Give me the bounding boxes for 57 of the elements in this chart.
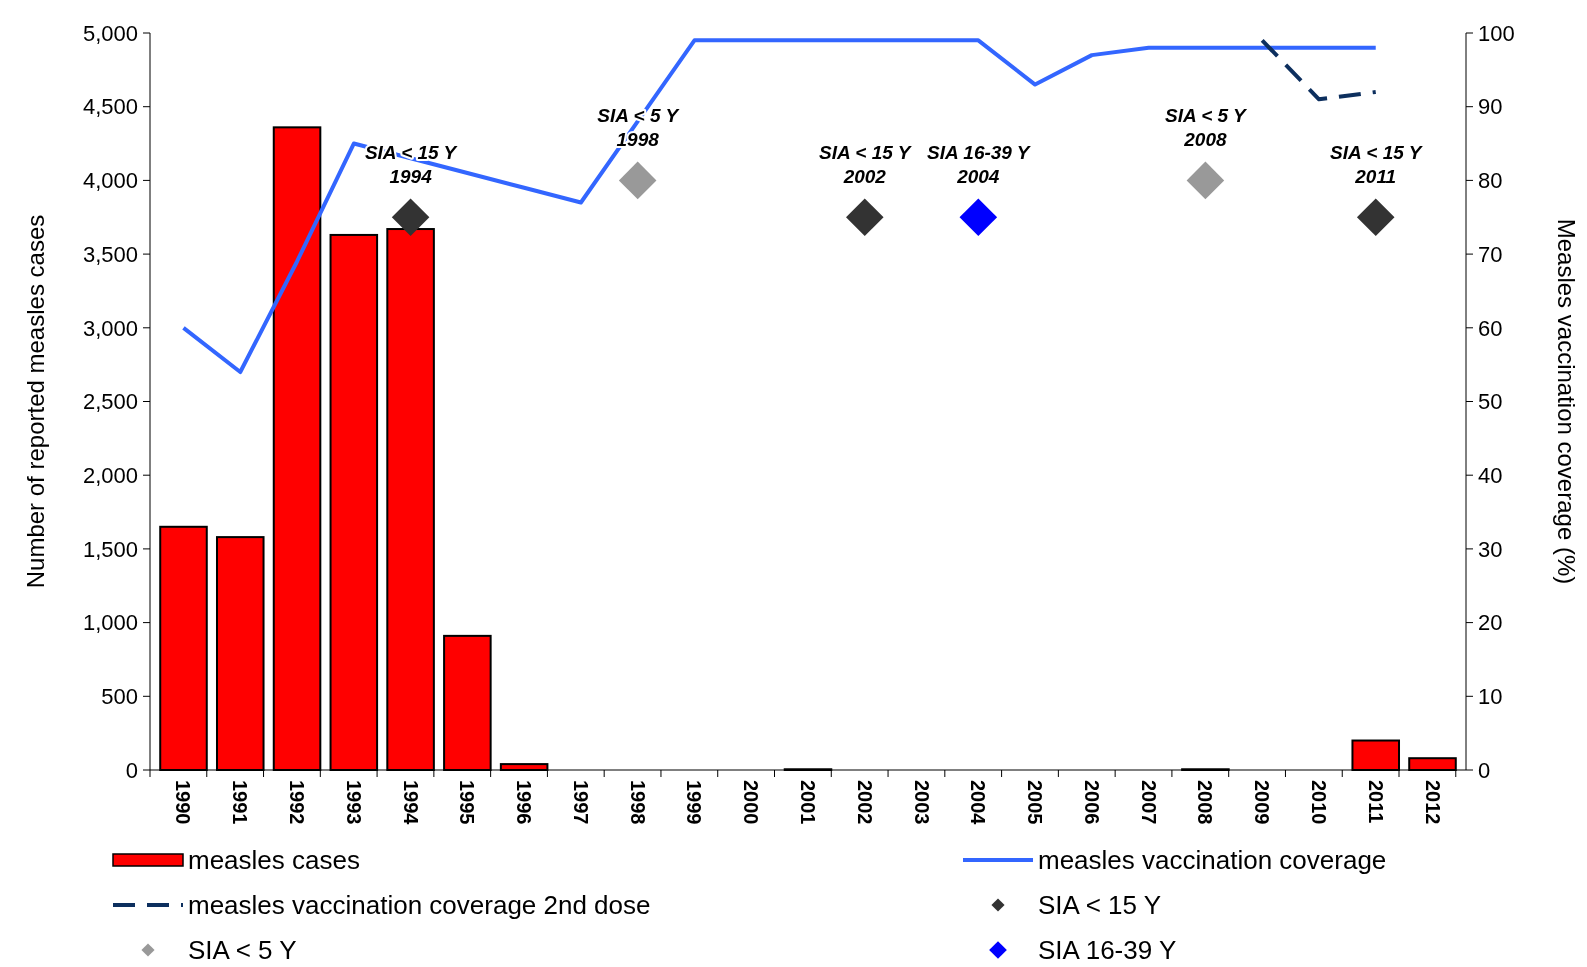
x-tick-label: 2002 [853, 780, 876, 825]
annotation: SIA < 15 Y 2002 [819, 142, 913, 188]
legend-label: measles vaccination coverage [1038, 845, 1387, 876]
y-tick-label: 3,500 [82, 241, 138, 267]
legend-label: SIA 16-39 Y [1038, 935, 1177, 966]
y-tick-label: 2,000 [82, 462, 138, 488]
y2-axis-title: Measles vaccination coverage (%) [1553, 218, 1580, 585]
annotation: SIA < 15 Y 2011 [1330, 142, 1424, 188]
x-tick-label: 1998 [626, 780, 649, 825]
x-tick-label: 2004 [967, 780, 990, 826]
legend-label: SIA < 5 Y [188, 935, 297, 966]
x-tick-label: 1999 [683, 780, 706, 825]
y2-tick-label: 30 [1478, 536, 1503, 562]
y2-tick-label: 60 [1478, 315, 1503, 341]
y2-tick-label: 70 [1478, 241, 1503, 267]
x-tick-label: 1990 [172, 780, 195, 825]
annotation: SIA 16-39 Y 2004 [927, 142, 1032, 188]
y2-tick-label: 90 [1478, 94, 1503, 120]
y-tick-label: 5,000 [82, 20, 138, 46]
x-tick-label: 2010 [1307, 780, 1330, 825]
y2-tick-label: 10 [1478, 684, 1503, 709]
y-tick-label: 3,000 [82, 315, 138, 341]
y-tick-label: 4,000 [82, 168, 138, 194]
legend-label: measles vaccination coverage 2nd dose [188, 890, 651, 921]
y2-tick-label: 20 [1478, 610, 1503, 636]
x-tick-label: 2007 [1137, 780, 1160, 825]
x-tick-label: 1996 [513, 780, 536, 825]
y-tick-label: 0 [125, 757, 138, 783]
x-tick-label: 1991 [229, 780, 252, 825]
annotation: SIA < 5 Y 2008 [1165, 105, 1249, 151]
y2-tick-label: 80 [1478, 168, 1503, 194]
y2-tick-label: 100 [1478, 20, 1515, 46]
x-tick-label: 2006 [1080, 780, 1103, 825]
x-tick-label: 2003 [910, 780, 933, 825]
y-tick-label: 2,500 [82, 389, 138, 415]
x-tick-label: 1994 [399, 780, 422, 826]
y-tick-label: 4,500 [82, 94, 138, 120]
y2-tick-label: 40 [1478, 462, 1503, 488]
x-tick-label: 1992 [286, 780, 309, 825]
y-tick-label: 500 [101, 684, 138, 709]
y-axis-title: Number of reported measles cases [22, 214, 49, 589]
y2-tick-label: 50 [1478, 389, 1503, 415]
x-tick-label: 2011 [1364, 780, 1387, 824]
x-tick-label: 2009 [1251, 780, 1274, 825]
x-tick-label: 2005 [1024, 780, 1047, 825]
x-tick-label: 2012 [1421, 780, 1444, 825]
x-tick-label: 1995 [456, 780, 479, 825]
x-tick-label: 2001 [797, 780, 819, 825]
x-tick-label: 1993 [342, 780, 365, 825]
y2-tick-label: 0 [1478, 757, 1491, 783]
legend-label: measles cases [188, 845, 360, 876]
y-tick-label: 1,500 [82, 536, 138, 562]
x-tick-label: 1997 [569, 780, 592, 825]
x-tick-label: 2008 [1194, 780, 1217, 825]
y-tick-label: 1,000 [82, 610, 138, 636]
x-tick-label: 2000 [740, 780, 763, 825]
legend-label: SIA < 15 Y [1038, 890, 1162, 921]
